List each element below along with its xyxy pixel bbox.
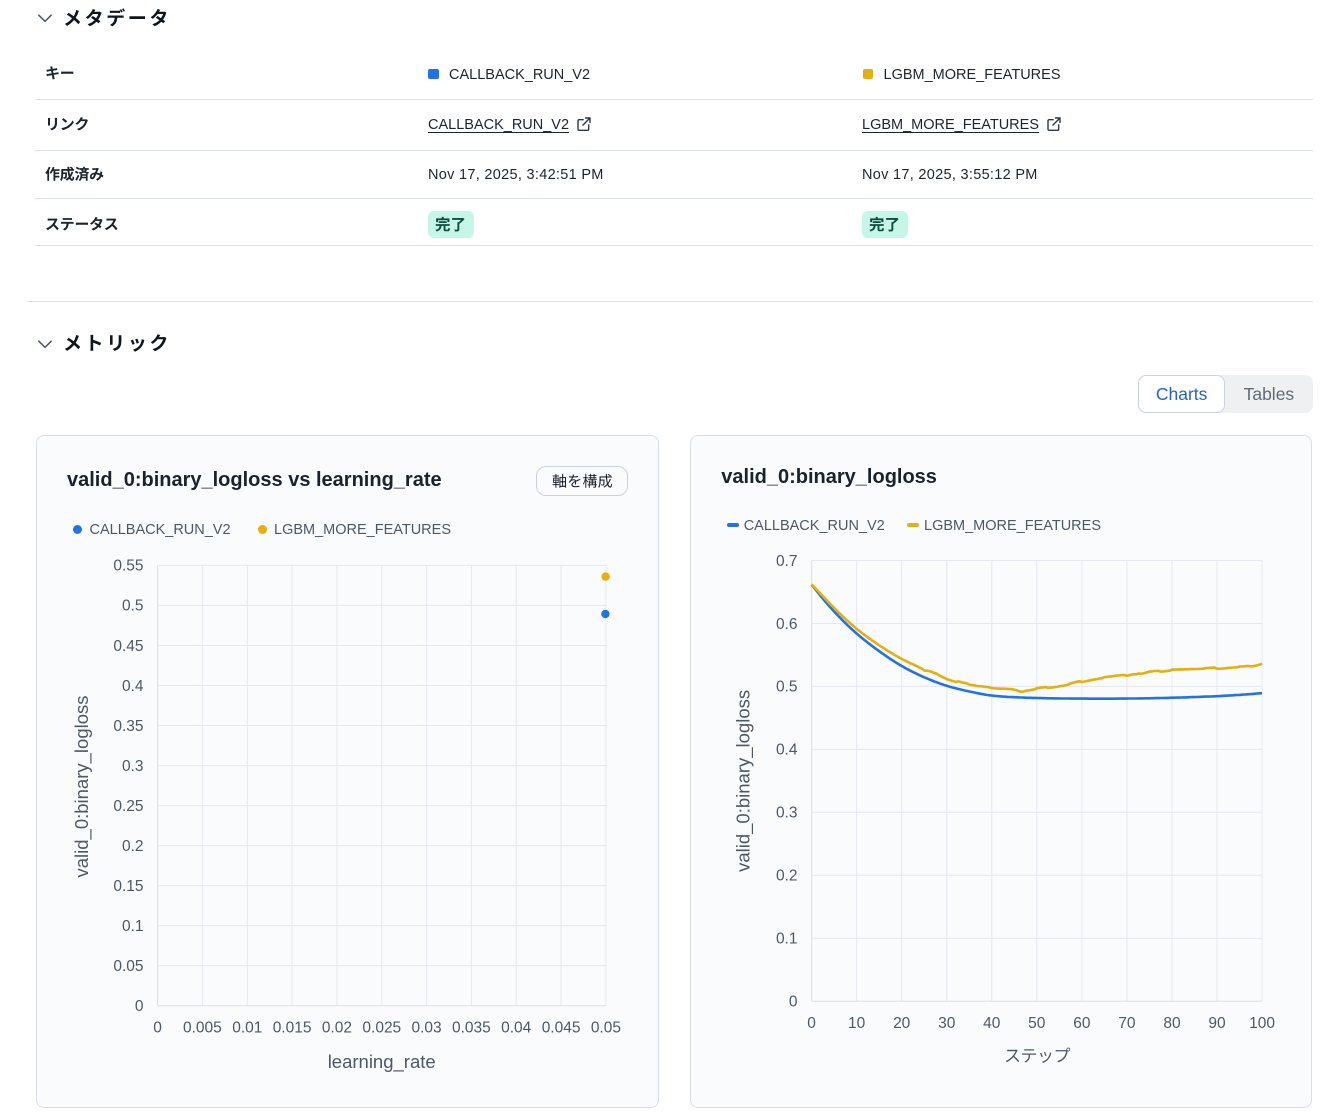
svg-text:0.7: 0.7 (776, 553, 798, 570)
svg-text:0.01: 0.01 (232, 1020, 262, 1037)
svg-text:0.5: 0.5 (122, 598, 144, 615)
svg-text:40: 40 (983, 1015, 1001, 1032)
svg-text:0.3: 0.3 (776, 805, 798, 822)
svg-text:0.045: 0.045 (542, 1020, 581, 1037)
svg-text:60: 60 (1073, 1015, 1091, 1032)
svg-text:0.035: 0.035 (452, 1020, 491, 1037)
svg-text:0.05: 0.05 (591, 1020, 621, 1037)
svg-text:90: 90 (1208, 1015, 1226, 1032)
svg-text:50: 50 (1028, 1015, 1046, 1032)
svg-text:100: 100 (1249, 1015, 1275, 1032)
svg-text:0.6: 0.6 (776, 616, 798, 633)
svg-text:0: 0 (153, 1020, 162, 1037)
svg-text:20: 20 (893, 1015, 911, 1032)
svg-text:0: 0 (135, 998, 144, 1015)
svg-text:0.4: 0.4 (776, 742, 798, 759)
svg-text:valid_0:binary_logloss: valid_0:binary_logloss (71, 695, 93, 877)
svg-text:valid_0:binary_logloss: valid_0:binary_logloss (733, 690, 755, 872)
svg-text:0.005: 0.005 (183, 1020, 222, 1037)
svg-text:0.4: 0.4 (122, 678, 144, 695)
svg-text:0.03: 0.03 (412, 1020, 442, 1037)
svg-text:0.3: 0.3 (122, 758, 144, 775)
svg-text:0.15: 0.15 (113, 878, 143, 895)
svg-text:0.25: 0.25 (113, 798, 143, 815)
svg-text:0: 0 (789, 994, 798, 1011)
svg-text:0.2: 0.2 (776, 868, 798, 885)
svg-text:80: 80 (1163, 1015, 1181, 1032)
svg-text:0.45: 0.45 (113, 638, 143, 655)
svg-text:0.02: 0.02 (322, 1020, 352, 1037)
svg-text:learning_rate: learning_rate (328, 1051, 436, 1073)
svg-text:0.1: 0.1 (122, 918, 144, 935)
svg-text:30: 30 (938, 1015, 956, 1032)
svg-text:0.04: 0.04 (501, 1020, 532, 1037)
svg-text:10: 10 (848, 1015, 866, 1032)
svg-text:0.025: 0.025 (362, 1020, 401, 1037)
svg-text:0.5: 0.5 (776, 679, 798, 696)
svg-text:70: 70 (1118, 1015, 1136, 1032)
svg-text:0: 0 (807, 1015, 816, 1032)
svg-text:0.1: 0.1 (776, 931, 798, 948)
svg-text:0.05: 0.05 (113, 958, 143, 975)
svg-text:0.35: 0.35 (113, 718, 143, 735)
svg-text:0.2: 0.2 (122, 838, 144, 855)
svg-text:0.015: 0.015 (273, 1020, 312, 1037)
svg-text:0.55: 0.55 (113, 558, 143, 575)
